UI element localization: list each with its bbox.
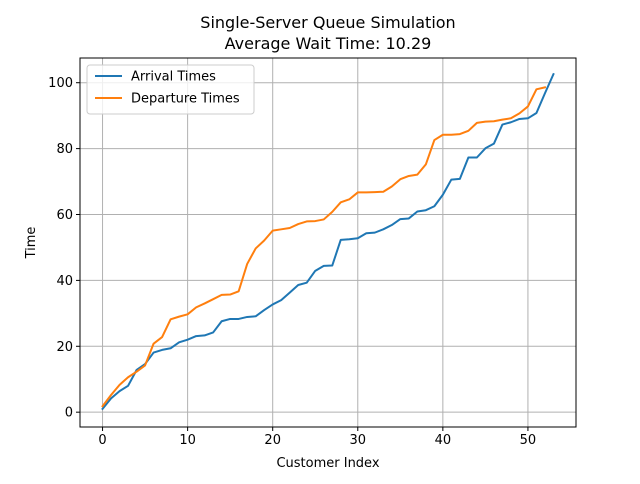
- y-tick-label: 80: [56, 142, 73, 157]
- arrival-times-line: [101, 72, 555, 411]
- x-axis-label: Customer Index: [276, 456, 379, 471]
- tick-layer: 0 10 20 30 40 50 0 20 40 60 80 100: [48, 76, 536, 448]
- y-tick-label: 0: [65, 406, 73, 421]
- y-tick-label: 60: [56, 208, 73, 223]
- legend-label-departure: Departure Times: [131, 92, 240, 107]
- x-tick-label: 0: [98, 433, 106, 448]
- chart-subtitle: Average Wait Time: 10.29: [225, 34, 432, 53]
- y-tick-label: 20: [56, 340, 73, 355]
- departure-times-line: [101, 86, 547, 408]
- legend-box: [86, 64, 255, 115]
- chart-title: Single-Server Queue Simulation: [200, 13, 455, 32]
- plot-frame: [79, 57, 577, 428]
- legend: Arrival Times Departure Times: [86, 64, 255, 115]
- y-tick-label: 100: [48, 76, 73, 91]
- x-tick-label: 20: [264, 433, 281, 448]
- x-tick-label: 10: [179, 433, 196, 448]
- x-tick-label: 50: [520, 433, 537, 448]
- x-tick-label: 30: [350, 433, 367, 448]
- y-axis-label: Time: [24, 227, 39, 260]
- legend-label-arrival: Arrival Times: [131, 70, 216, 85]
- series-layer: [101, 72, 555, 411]
- y-tick-label: 40: [56, 274, 73, 289]
- x-tick-label: 40: [435, 433, 452, 448]
